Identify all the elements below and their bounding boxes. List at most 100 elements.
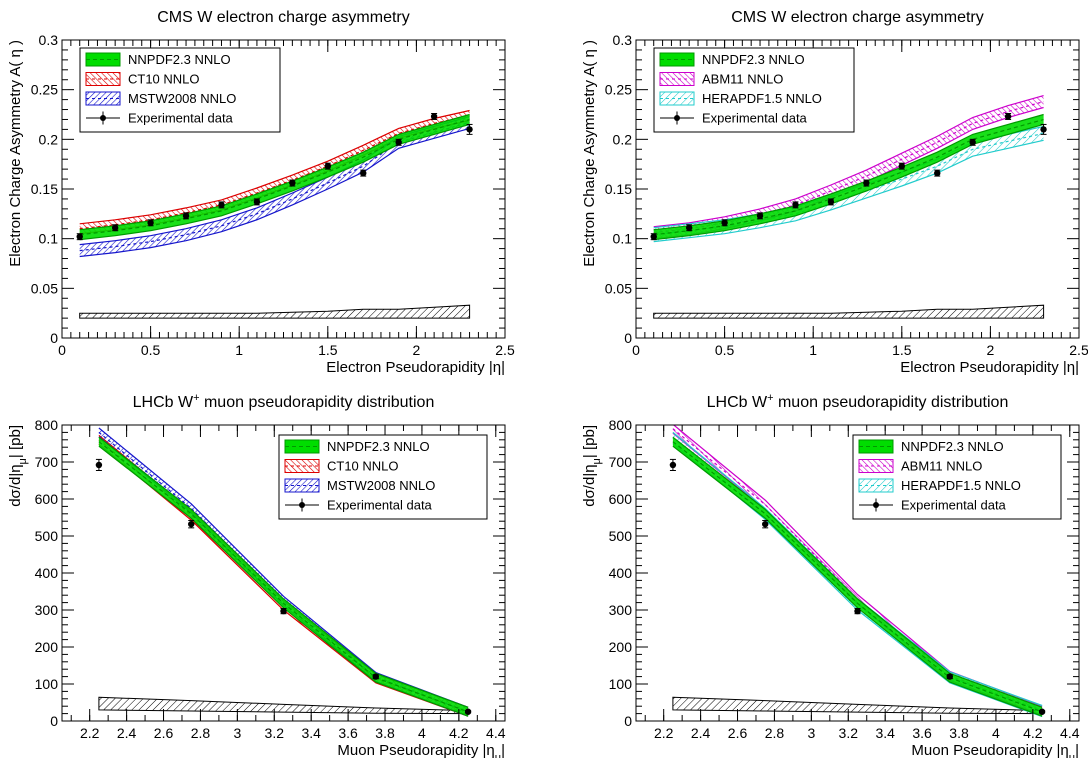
legend-entry: NNPDF2.3 NNLO xyxy=(284,439,430,454)
x-tick-label: 1 xyxy=(235,342,243,358)
data-point xyxy=(1004,113,1012,120)
ct10-band-upper xyxy=(79,109,470,225)
data-point xyxy=(218,201,225,209)
y-tick-label: 0.15 xyxy=(31,181,58,197)
legend-label: CT10 NNLO xyxy=(128,72,200,87)
data-point xyxy=(756,212,764,220)
data-marker xyxy=(1004,113,1012,120)
x-tick-label: 2.4 xyxy=(117,725,137,741)
legend-swatch xyxy=(85,91,121,106)
y-tick-label: 0.25 xyxy=(31,82,58,98)
data-point xyxy=(111,224,119,232)
x-tick-label: 2.8 xyxy=(765,725,785,741)
x-tick-label: 1 xyxy=(809,342,817,358)
y-tick-label: 0.05 xyxy=(31,280,58,296)
y-tick-label: 0.3 xyxy=(613,32,633,48)
systematic-uncertainty-band xyxy=(672,696,1043,715)
chart-title: LHCb W+ muon pseudorapidity distribution xyxy=(707,392,1009,411)
data-marker xyxy=(95,461,103,469)
legend-entry: Experimental data xyxy=(86,111,234,126)
x-axis-label: Electron Pseudorapidity |η| xyxy=(900,359,1079,376)
legend-label: MSTW2008 NNLO xyxy=(327,478,435,493)
y-tick-label: 800 xyxy=(609,417,633,433)
data-marker xyxy=(395,139,402,146)
data-point xyxy=(969,138,976,146)
data-point xyxy=(395,138,402,146)
data-marker xyxy=(430,113,438,120)
legend-entry: NNPDF2.3 NNLO xyxy=(858,439,1004,454)
legend-label: NNPDF2.3 NNLO xyxy=(128,52,231,67)
legend-swatch xyxy=(284,459,320,473)
data-marker xyxy=(360,169,367,177)
x-tick-label: 2.6 xyxy=(154,725,174,741)
x-tick-label: 3 xyxy=(807,725,815,741)
nnpdf-band-lower xyxy=(672,445,1043,717)
data-marker xyxy=(756,212,764,220)
data-marker xyxy=(1038,708,1046,715)
legend-label: NNPDF2.3 NNLO xyxy=(702,52,805,67)
data-marker xyxy=(669,461,677,469)
x-tick-label: 2.4 xyxy=(691,725,711,741)
x-tick-label: 0.5 xyxy=(715,342,735,358)
data-marker xyxy=(854,607,861,615)
data-marker xyxy=(76,233,83,240)
data-marker xyxy=(934,169,941,177)
data-point xyxy=(863,179,870,187)
data-point xyxy=(95,458,103,472)
systematic-uncertainty-band xyxy=(79,304,471,319)
mstw-band-lower xyxy=(79,127,470,258)
y-tick-label: 0.05 xyxy=(605,280,632,296)
y-tick-label: 700 xyxy=(609,454,633,470)
x-tick-label: 3.4 xyxy=(875,725,895,741)
data-point xyxy=(898,162,905,170)
y-tick-label: 600 xyxy=(609,491,633,507)
y-tick-label: 0.1 xyxy=(613,231,633,247)
nnpdf-band-upper xyxy=(672,436,1043,708)
data-marker xyxy=(650,233,657,240)
data-point xyxy=(1040,123,1047,135)
nnpdf-band-lower xyxy=(98,445,469,717)
x-tick-label: 1.5 xyxy=(318,342,338,358)
y-tick-label: 0.1 xyxy=(39,231,59,247)
data-point xyxy=(685,224,693,232)
nnpdf-band-area xyxy=(79,114,470,240)
y-axis-label: dσ/d|ημ| [pb] xyxy=(581,425,603,507)
data-marker xyxy=(289,179,296,187)
x-tick-label: 3.4 xyxy=(301,725,321,741)
data-point xyxy=(762,519,769,529)
legend-label: ABM11 NNLO xyxy=(901,459,982,474)
y-tick-label: 800 xyxy=(35,417,59,433)
data-marker xyxy=(721,219,728,226)
legend-entry: HERAPDF1.5 NNLO xyxy=(858,478,1021,493)
x-tick-label: 2 xyxy=(987,342,995,358)
mstw-central-line xyxy=(79,121,470,252)
legend-swatch xyxy=(659,72,695,86)
data-point xyxy=(650,233,657,241)
legend-entry: ABM11 NNLO xyxy=(858,459,982,474)
legend-entry: HERAPDF1.5 NNLO xyxy=(659,91,822,106)
data-point xyxy=(360,169,367,177)
plot-area xyxy=(650,95,1047,319)
data-point xyxy=(430,113,438,120)
y-tick-label: 0.25 xyxy=(605,82,632,98)
legend-entry: CT10 NNLO xyxy=(85,72,200,87)
chart-panel-4: 0 100 200 300 400 500 600 700 800 2.2 2.4 2.6 2.8 3 3.… xyxy=(581,392,1080,758)
legend-label: Experimental data xyxy=(128,111,234,126)
data-point xyxy=(372,673,379,680)
data-marker xyxy=(969,139,976,146)
nnpdf-central-line xyxy=(98,441,469,713)
nnpdf-band-upper xyxy=(98,436,469,708)
y-tick-label: 500 xyxy=(609,528,633,544)
series-nnpdf-band xyxy=(98,436,469,717)
legend-entry: Experimental data xyxy=(660,111,808,126)
legend-entry: CT10 NNLO xyxy=(284,459,399,474)
y-axis-label: Electron Charge Asymmetry A( η ) xyxy=(581,40,598,267)
x-tick-label: 3.8 xyxy=(375,725,395,741)
y-tick-label: 0.2 xyxy=(613,131,633,147)
data-point xyxy=(464,708,472,715)
data-marker xyxy=(111,224,119,231)
data-marker xyxy=(253,198,261,206)
y-tick-label: 0 xyxy=(50,330,58,346)
chart-panel-2: 0 0.05 0.1 0.15 0.2 0.25 0.3 0 0.5 1 1.5 2 2.5 CMS W … xyxy=(581,9,1088,376)
legend-entry: NNPDF2.3 NNLO xyxy=(659,52,805,67)
